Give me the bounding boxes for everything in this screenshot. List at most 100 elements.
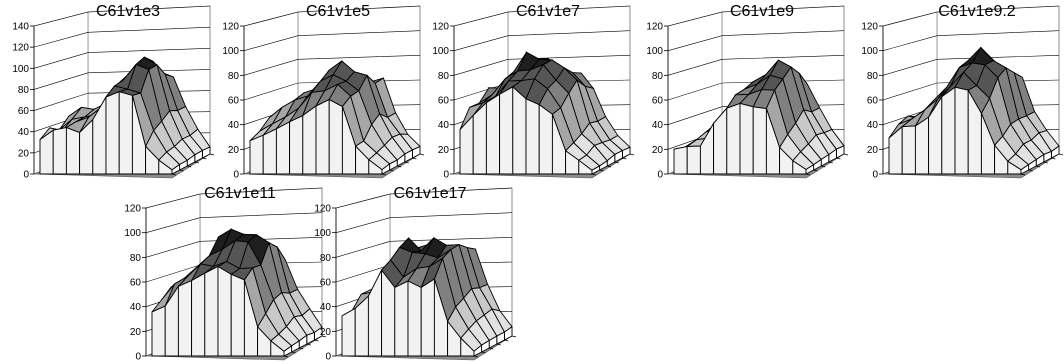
chart-title-7: C61v1e17 (394, 185, 467, 202)
c6-tick-label-60: 60 (130, 278, 142, 289)
c5-skirt-cell (901, 125, 916, 175)
c7-floor-tick (481, 351, 486, 354)
c7-floor-ticks (473, 335, 517, 358)
c5-tick-label-80: 80 (867, 71, 879, 82)
c3-floor-tick (599, 169, 604, 172)
c2-floor-ticks (381, 153, 425, 176)
c3-tick-label-40: 40 (438, 120, 450, 131)
c3-skirt-cell (485, 93, 501, 175)
c5-floor-tick (1028, 169, 1033, 172)
c4-gridline-100 (667, 30, 845, 51)
c6-floor-ticks (283, 335, 327, 358)
chart-svg-4: 0 20 40 60 80 100 120 C61v1e9 (646, 3, 849, 181)
c3-floor-tick (614, 161, 619, 164)
c7-front-skirt (341, 268, 513, 357)
c7-tick-label-40: 40 (320, 302, 332, 313)
c1-front-skirt (39, 91, 211, 175)
c2-tick-labels: 0 20 40 60 80 100 120 (222, 22, 244, 181)
c2-floor-tick (397, 165, 402, 168)
c1-floor-tick (187, 165, 192, 168)
c7-gridline-100 (335, 212, 513, 233)
c3-skirt-cell (472, 101, 487, 175)
c3-tick-label-60: 60 (438, 96, 450, 107)
c6-tick-label-120: 120 (124, 204, 141, 215)
c7-floor-tick (496, 343, 501, 346)
c5-skirt-cell (941, 86, 956, 175)
c2-surface (249, 60, 421, 171)
c7-tick-label-60: 60 (320, 278, 332, 289)
c5-floor-ticks (1020, 153, 1064, 176)
c4-skirt-cell (739, 102, 754, 175)
c6-gridline-120 (145, 187, 323, 209)
c2-skirt-cell (302, 105, 317, 175)
c3-floor-tick (622, 157, 627, 160)
c4-floor-ticks (805, 153, 849, 176)
c5-floor-tick (1051, 157, 1056, 160)
c1-floor-tick (171, 173, 177, 176)
c3-gridline-120 (453, 5, 631, 27)
c3-gridline-80 (453, 55, 631, 76)
c1-skirt-cell (52, 126, 67, 175)
chart-panel-3: 0 20 40 60 80 100 120 C61v1e7 (420, 0, 635, 182)
c1-floor-tick (209, 153, 215, 156)
c7-tick-label-20: 20 (320, 327, 332, 338)
c1-floor-tick (179, 169, 184, 172)
c6-floor-tick (306, 343, 311, 346)
c5-skirt-cell (954, 86, 969, 175)
c6-skirt-cell (204, 265, 219, 357)
c7-floor-tick (489, 347, 494, 350)
c7-skirt-cell (394, 280, 409, 357)
c1-tick-label-80: 80 (18, 85, 30, 96)
c4-tick-label-100: 100 (646, 46, 663, 57)
c4-tick-label-40: 40 (652, 120, 664, 131)
c5-tick-label-60: 60 (867, 96, 879, 107)
c4-gridline-120 (667, 5, 845, 27)
chart-panel-5: 0 20 40 60 80 100 120 C61v1e9.2 (849, 0, 1064, 182)
c6-skirt-cell (230, 273, 245, 357)
c7-tick-label-100: 100 (314, 228, 331, 239)
c2-front-skirt (249, 98, 421, 175)
c1-floor-tick (194, 161, 199, 164)
c5-floor-tick (1020, 173, 1026, 176)
c5-front-skirt (888, 86, 1060, 175)
c1-tick-label-40: 40 (18, 127, 30, 138)
chart-panel-2: 0 20 40 60 80 100 120 C61v1e5 (210, 0, 425, 182)
c7-skirt-cell (420, 278, 435, 357)
c4-floor-tick (828, 161, 833, 164)
c2-floor-tick (404, 161, 409, 164)
c5-gridline-100 (882, 30, 1060, 51)
c4-tick-label-60: 60 (652, 96, 664, 107)
c4-floor-tick (836, 157, 841, 160)
c5-tick-label-0: 0 (872, 170, 878, 181)
chart-title-5: C61v1e9.2 (938, 3, 1015, 20)
c1-floor-tick (202, 157, 207, 160)
c3-front-skirt (459, 85, 631, 175)
c4-tick-label-80: 80 (652, 71, 664, 82)
c6-floor-tick (291, 351, 296, 354)
c3-tick-label-20: 20 (438, 145, 450, 156)
c7-floor-tick (511, 335, 517, 338)
c6-skirt-cell (191, 272, 206, 357)
c6-tick-labels: 0 20 40 60 80 100 120 (124, 204, 146, 363)
c7-gridline-80 (335, 237, 513, 258)
c4-skirt-cell (673, 145, 688, 175)
c1-skirt-cell (118, 91, 133, 175)
c2-tick-label-40: 40 (228, 120, 240, 131)
c6-gridline-100 (145, 212, 323, 233)
c5-floor-tick (1036, 165, 1041, 168)
chart-svg-7: 0 20 40 60 80 100 120 C61v1e17 (314, 185, 517, 363)
c4-skirt-cell (686, 145, 701, 175)
c6-skirt-cell (217, 265, 232, 357)
c3-surface (459, 51, 631, 171)
c2-tick-label-120: 120 (222, 22, 239, 33)
c5-tick-label-40: 40 (867, 120, 879, 131)
c1-tick-label-140: 140 (12, 22, 29, 33)
chart-panel-1: 0 20 40 60 80 100 120 140 C61v1e3 (0, 0, 215, 182)
c7-tick-label-120: 120 (314, 204, 331, 215)
c2-floor-tick (419, 153, 425, 156)
c1-gridline-120 (33, 26, 211, 48)
c5-skirt-cell (914, 116, 930, 175)
c2-skirt-cell (315, 98, 330, 175)
c7-skirt-cell (407, 280, 422, 357)
c6-floor-tick (314, 339, 319, 342)
